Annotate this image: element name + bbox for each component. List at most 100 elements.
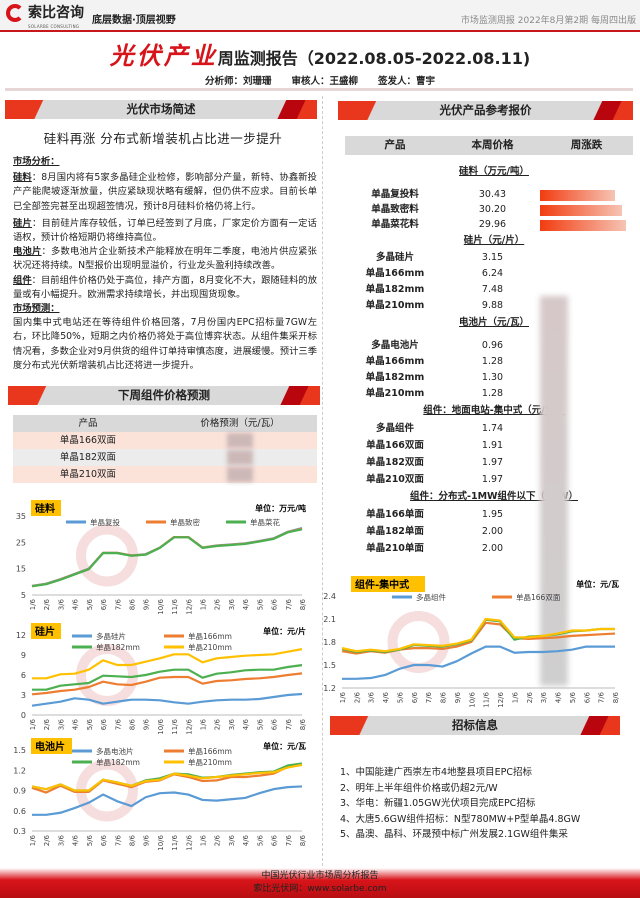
para-label: 组件	[13, 274, 32, 286]
price-category: 硅片（元/片）	[463, 235, 525, 246]
price-value: 30.43	[478, 189, 507, 200]
x-tick-label: 9/6	[454, 691, 462, 703]
legend-label: 多晶组件	[416, 592, 446, 602]
slogan: 底层数据·顶层视野	[92, 15, 176, 26]
chart-silicon: 5 15 25 35 1/6 2/6 3/6 4/6 5/6 6/6 7/6 8/6 9/6 10/6 11…	[16, 500, 307, 615]
chart-title-badge	[31, 623, 61, 639]
x-tick-label: 3/6	[540, 691, 548, 703]
price-row: 单晶182双面 1.97	[345, 454, 633, 471]
footer-title: 中国光伏行业市场周分析报告	[261, 871, 379, 881]
logo-subtext: SOLARBE CONSULTING	[28, 24, 80, 29]
chart-unit: 单位：万元/吨	[255, 503, 306, 513]
y-tick-label: 2.1	[323, 615, 336, 624]
x-tick-label: 7/6	[114, 834, 122, 846]
chart-module: 1.2 1.5 1.8 2.1 2.4 1/6 2/6 3/6 4/6 5/6 6/6 7/6 8/6 9…	[323, 576, 620, 708]
x-tick-label: 6/6	[411, 691, 419, 703]
table-row: 单晶182双面	[13, 449, 317, 466]
col-header: 产品	[78, 418, 98, 429]
x-tick-label: 1/6	[200, 718, 208, 730]
series-line-1	[31, 527, 303, 588]
price-value: 7.48	[481, 284, 504, 295]
series-line-0	[31, 526, 303, 587]
table-row: 单晶166双面	[13, 432, 317, 449]
x-tick-label: 3/6	[228, 834, 236, 846]
x-tick-label: 6/6	[583, 691, 591, 703]
footer-link[interactable]: 索比光伏网：www.solarbe.com	[253, 884, 387, 894]
col-header: 周涨跌	[570, 139, 603, 151]
x-tick-label: 4/6	[382, 691, 390, 703]
y-tick-label: 0.6	[13, 807, 26, 816]
title-text: 周监测报告（2022.08.05-2022.08.11)	[217, 49, 531, 68]
x-tick-label: 6/6	[271, 718, 279, 730]
col-header: 本周价格	[471, 139, 514, 151]
x-tick-label: 2/6	[214, 598, 222, 610]
chart-wafer: 0 3 6 9 12 1/6 2/6 3/6 4/6 5/6 6/6 7/6 8/6 9/6 10/6 11/…	[16, 623, 307, 735]
blurred-change-column	[540, 296, 568, 686]
legend-label: 单晶166mm	[188, 746, 232, 756]
staff-line: 分析师：刘珊珊 审核人：王盛柳 签发人：曹宇	[0, 73, 640, 87]
list-item[interactable]: 4、大唐5.6GW组件招标：N型780MW+P型单晶4.8GW	[340, 813, 581, 825]
chart-unit: 单位：元/瓦	[263, 741, 306, 751]
market-analysis: 市场分析： 硅料：8月国内将有5家多晶硅企业检修，影响部分产量，新特、协鑫新投产…	[13, 155, 317, 373]
y-tick-label: 1.8	[323, 638, 336, 647]
price-table: 产品 本周价格 周涨跌 硅料（万元/吨） 单晶复投料 30.43 单晶致密料 30.20 单晶…	[345, 136, 633, 686]
x-tick-label: 6/6	[271, 598, 279, 610]
price-value: 30.20	[478, 204, 507, 215]
x-tick-label: 5/6	[256, 598, 264, 610]
list-item[interactable]: 5、晶澳、晶科、环晟预中标广州发展2.1GW组件集采	[340, 829, 568, 840]
x-tick-label: 2/6	[214, 718, 222, 730]
price-row: 多晶硅片 3.15	[345, 250, 633, 266]
x-tick-label: 8/6	[128, 718, 136, 730]
x-tick-label: 1/6	[29, 598, 37, 610]
list-item[interactable]: 1、中国能建广西崇左市4地整县项目EPC招标	[340, 767, 532, 778]
x-tick-label: 4/6	[72, 598, 80, 610]
product: 单晶182mm	[365, 284, 425, 295]
price-row: 多晶组件 1.74	[345, 420, 633, 437]
divider	[5, 88, 633, 91]
x-tick-label: 5/6	[256, 718, 264, 730]
price-row: 单晶166mm 1.28	[345, 354, 633, 370]
para-label: 硅料	[13, 172, 32, 184]
legend-label: 单晶166mm	[188, 631, 232, 641]
x-tick-label: 4/6	[242, 718, 250, 730]
x-tick-label: 7/6	[598, 691, 606, 703]
x-tick-label: 10/6	[157, 718, 165, 734]
price-row: 单晶166单面 1.95	[345, 506, 633, 523]
x-tick-label: 9/6	[143, 718, 151, 730]
chart-title: 电池片	[35, 740, 65, 753]
product: 单晶210mm	[365, 300, 425, 311]
price-value: 1.74	[481, 423, 504, 434]
x-tick-label: 1/6	[29, 718, 37, 730]
x-tick-label: 8/6	[440, 691, 448, 703]
x-tick-label: 8/6	[612, 691, 620, 703]
price-row: 单晶菜花料 29.96	[345, 217, 633, 232]
chart-title-badge	[31, 738, 72, 754]
x-tick-label: 12/6	[185, 718, 193, 734]
list-item[interactable]: 2、明年上半年组件价格或仍超2元/W	[340, 782, 498, 794]
product: 多晶硅片	[375, 252, 414, 263]
chart-title: 组件-集中式	[355, 578, 409, 591]
product: 单晶166mm	[365, 356, 425, 367]
list-item[interactable]: 3、华电：新疆1.05GW光伏项目完成EPC招标	[340, 798, 536, 809]
chart-title-badge	[351, 576, 425, 592]
x-tick-label: 9/6	[143, 834, 151, 846]
y-tick-label: 0.3	[13, 827, 26, 836]
x-tick-label: 5/6	[396, 691, 404, 703]
x-tick-label: 4/6	[242, 834, 250, 846]
price-category: 组件：地面电站-集中式（元/W）	[423, 405, 565, 416]
product: 单晶166双面	[59, 435, 117, 446]
forecast-text: 国内集中式电站还在等待组件价格回落，7月份国内EPC招标量7GW左右，环比降50…	[13, 317, 317, 371]
x-tick-label: 8/6	[299, 834, 307, 846]
price-row: 单晶182mm 1.30	[345, 370, 633, 386]
series-line-1	[31, 763, 303, 794]
product: 单晶210双面	[366, 474, 424, 485]
x-tick-label: 8/6	[299, 598, 307, 610]
headline: 硅料再涨 分布式新增装机占比进一步提升	[43, 131, 283, 146]
x-tick-label: 7/6	[425, 691, 433, 703]
table-row: 单晶210双面	[13, 466, 317, 483]
legend-label: 单晶210mm	[188, 757, 232, 767]
change-bar	[540, 220, 626, 231]
y-tick-label: 9	[21, 651, 26, 660]
y-tick-label: 1.5	[13, 746, 26, 755]
change-bar	[540, 205, 622, 216]
